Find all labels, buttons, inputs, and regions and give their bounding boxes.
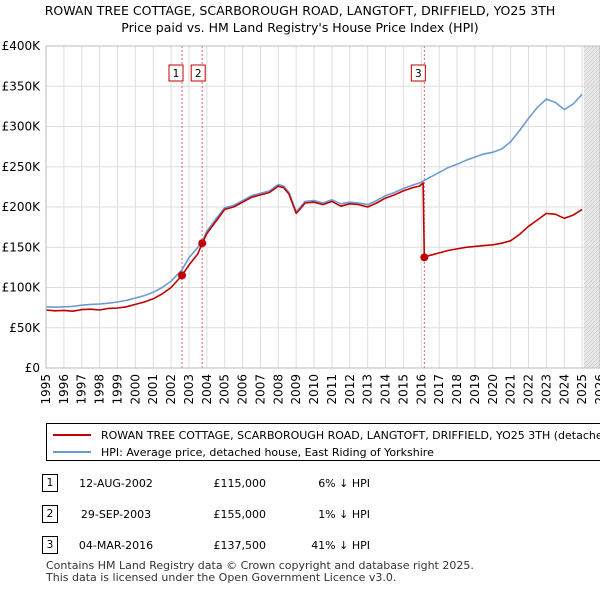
x-tick-label: 1997 [75, 374, 89, 405]
sale-hpi-diff: 1% ↓ HPI [318, 508, 370, 521]
series-line-hpi [45, 93, 583, 309]
x-tick-label: 2001 [146, 374, 160, 405]
x-tick-label: 1996 [57, 374, 71, 405]
x-tick-label: 2008 [271, 374, 285, 405]
x-tick-label: 2014 [379, 374, 393, 405]
y-tick-label: £250K [2, 160, 42, 174]
chart-subtitle: Price paid vs. HM Land Registry's House … [121, 20, 479, 35]
x-tick-label: 2025 [575, 374, 589, 405]
y-tick-label: £100K [2, 281, 42, 295]
sale-price: £137,500 [213, 539, 267, 552]
x-tick-label: 2015 [396, 374, 410, 405]
legend-item-hpi: HPI: Average price, detached house, East… [53, 444, 434, 460]
x-tick-label: 1998 [93, 374, 107, 405]
chart-series [45, 93, 583, 313]
x-tick-label: 2005 [218, 374, 232, 405]
x-tick-label: 2000 [128, 374, 142, 405]
x-tick-label: 2004 [200, 374, 214, 405]
y-tick-label: £300K [2, 120, 42, 134]
x-tick-label: 2018 [450, 374, 464, 405]
y-tick-label: £200K [2, 200, 42, 214]
future-hatch [583, 299, 600, 317]
sale-marker-box [410, 64, 426, 82]
x-tick-label: 2021 [504, 374, 518, 405]
sale-point [198, 239, 207, 248]
legend-item-property: ROWAN TREE COTTAGE, SCARBOROUGH ROAD, LA… [53, 427, 600, 443]
sale-row: 1 12-AUG-2002 £115,000 6% ↓ HPI [0, 474, 600, 494]
future-hatch [583, 95, 600, 113]
sale-number: 2 [42, 505, 58, 523]
x-tick-label: 2019 [468, 374, 482, 405]
sale-marker-number: 1 [173, 68, 180, 80]
plot-border [45, 45, 600, 369]
chart-axes: £0 £50K £100K £150K £200K £250K £300K £350K £400… [2, 39, 600, 405]
x-tick-label: 2013 [361, 374, 375, 405]
x-tick-label: 2016 [414, 374, 428, 405]
x-tick-label: 2006 [236, 374, 250, 405]
y-tick-label: £0 [25, 361, 40, 375]
x-tick-label: 2026 [593, 374, 600, 405]
future-hatch [583, 87, 600, 105]
sale-marker-number: 2 [195, 68, 202, 80]
sale-number: 3 [42, 536, 58, 554]
sale-markers-lines [181, 46, 425, 368]
x-tick-label: 2020 [486, 374, 500, 405]
legend-swatch-hpi [53, 451, 91, 453]
sale-point [420, 253, 429, 262]
x-tick-label: 2011 [325, 374, 339, 405]
sale-date: 29-SEP-2003 [80, 508, 152, 521]
future-hatch [583, 91, 600, 109]
y-tick-label: £50K [9, 321, 41, 335]
x-tick-label: 2022 [522, 374, 536, 405]
y-tick-label: £400K [2, 39, 42, 53]
x-tick-label: 2007 [253, 374, 267, 405]
legend-label-property: ROWAN TREE COTTAGE, SCARBOROUGH ROAD, LA… [101, 428, 600, 442]
x-tick-label: 1995 [39, 374, 53, 405]
series-line-property [45, 182, 583, 313]
y-tick-label: £150K [2, 240, 42, 254]
sale-date: 04-MAR-2016 [78, 539, 154, 552]
sale-number: 1 [42, 474, 58, 492]
sale-hpi-diff: 41% ↓ HPI [311, 539, 370, 552]
future-hatch [583, 307, 600, 325]
sale-marker-box [168, 64, 184, 82]
sale-marker-box [190, 64, 206, 82]
x-tick-label: 2003 [182, 374, 196, 405]
future-hatch [583, 311, 600, 329]
sale-marker-number: 3 [415, 68, 422, 80]
sale-date: 12-AUG-2002 [79, 477, 153, 490]
price-chart: 1 2 3 £0 £50K £100K £150K £200K £250K £300K £350K… [2, 39, 600, 405]
x-tick-label: 2024 [557, 374, 571, 405]
sale-price: £155,000 [213, 508, 267, 521]
sale-row: 2 29-SEP-2003 £155,000 1% ↓ HPI [0, 505, 600, 525]
y-tick-label: £350K [2, 79, 42, 93]
sale-points [177, 239, 429, 280]
legend-swatch-property [53, 434, 91, 436]
footer-copyright: Contains HM Land Registry data © Crown c… [46, 559, 474, 572]
future-hatch [583, 83, 600, 101]
legend: ROWAN TREE COTTAGE, SCARBOROUGH ROAD, LA… [46, 423, 600, 461]
sale-row: 3 04-MAR-2016 £137,500 41% ↓ HPI [0, 536, 600, 556]
x-tick-label: 2023 [539, 374, 553, 405]
chart-title: ROWAN TREE COTTAGE, SCARBOROUGH ROAD, LA… [44, 3, 556, 18]
sale-point [177, 271, 186, 280]
x-tick-label: 1999 [110, 374, 124, 405]
sale-price: £115,000 [213, 477, 267, 490]
future-hatch [583, 303, 600, 321]
x-tick-label: 2012 [343, 374, 357, 405]
x-tick-label: 2009 [289, 374, 303, 405]
sale-marker-labels: 1 2 3 [168, 64, 426, 82]
sale-hpi-diff: 6% ↓ HPI [318, 477, 370, 490]
footer-license: This data is licensed under the Open Gov… [46, 571, 397, 584]
x-tick-label: 2002 [164, 374, 178, 405]
legend-label-hpi: HPI: Average price, detached house, East… [101, 445, 434, 459]
x-tick-label: 2010 [307, 374, 321, 405]
x-tick-label: 2017 [432, 374, 446, 405]
